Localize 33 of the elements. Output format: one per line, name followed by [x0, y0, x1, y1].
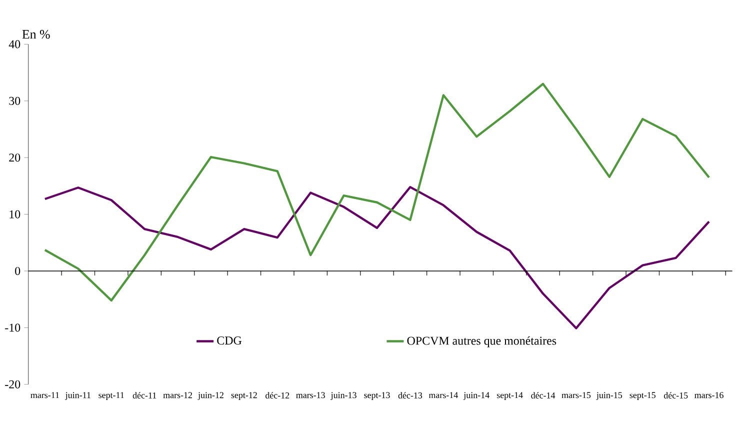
x-tick-label: mars-12: [163, 392, 192, 398]
x-tick-label: sept-15: [630, 392, 656, 400]
x-tick-label: sept-14: [496, 392, 523, 400]
y-tick-label: 0: [15, 267, 20, 276]
y-axis-title: En %: [22, 30, 50, 39]
x-tick-label: juin-15: [596, 392, 622, 400]
legend-label: CDG: [217, 336, 242, 345]
x-tick-label: déc-11: [132, 392, 156, 399]
x-tick-label: sept-11: [98, 392, 124, 400]
legend-label: OPCVM autres que monétaires: [407, 336, 556, 348]
y-tick-label: 20: [9, 154, 20, 162]
x-tick-label: mars-14: [428, 392, 458, 398]
x-tick-label: juin-11: [65, 392, 90, 400]
x-tick-label: mars-15: [562, 392, 591, 398]
line-series: [44, 186, 710, 330]
x-tick-label: sept-12: [231, 392, 257, 400]
x-tick-label: déc-15: [664, 392, 688, 399]
x-tick-label: mars-13: [296, 392, 325, 398]
y-tick-label: 10: [10, 210, 20, 218]
x-tick-label: mars-16: [694, 392, 724, 398]
x-tick-label: juin-12: [198, 392, 224, 400]
x-tick-label: déc-12: [266, 392, 290, 399]
y-tick-label: 30: [9, 96, 20, 105]
y-tick-label: -10: [5, 324, 20, 332]
x-tick-label: sept-13: [364, 392, 390, 400]
x-tick-label: juin-13: [330, 392, 356, 400]
x-tick-label: déc-13: [398, 392, 422, 399]
y-tick-label: 40: [8, 40, 20, 48]
y-tick-label: -20: [5, 380, 20, 388]
line-series: [44, 82, 710, 302]
x-tick-label: déc-14: [531, 392, 556, 399]
x-tick-label: juin-14: [463, 392, 490, 400]
x-tick-label: mars-11: [30, 392, 59, 398]
